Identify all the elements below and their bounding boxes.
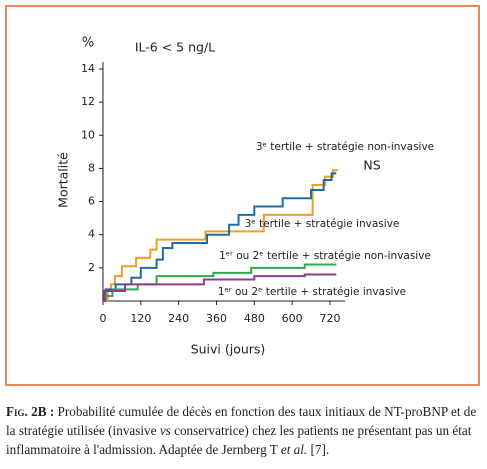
x-tick-label: 240 [168,312,189,325]
significance: NS [363,158,380,173]
annotation: IL-6 < 5 ng/L [135,40,215,55]
caption-italic: et al. [280,442,308,457]
x-tick-label: 0 [100,312,107,325]
y-tick-label: 4 [88,228,95,241]
y-unit: % [82,36,94,51]
series-label: 3ᵉ tertile + stratégie invasive [245,218,400,230]
x-tick-label: 360 [206,312,227,325]
y-tick-label: 12 [81,95,95,108]
survival-curve [103,263,337,302]
survival-curve [103,273,337,302]
survival-curve [103,172,337,302]
y-tick-label: 6 [88,195,95,208]
figure-frame [5,5,480,386]
y-tick-label: 2 [88,261,95,274]
x-tick-label: 480 [244,312,265,325]
caption-label: Fig. 2B : [6,404,55,419]
series-label: 1ᵉʳ ou 2ᵉ tertile + stratégie invasive [218,286,406,298]
caption: Fig. 2B : Probabilité cumulée de décès e… [6,402,482,459]
caption-text: conservatrice) chez les patients ne prés… [6,423,472,457]
x-tick-label: 720 [320,312,341,325]
y-axis-title: Mortalité [56,152,71,208]
caption-text: [7]. [307,442,330,457]
series-label: 3ᵉ tertile + stratégie non-invasive [256,141,434,153]
chart: % IL-6 < 5 ng/L NS Mortalité Suivi (jour… [56,36,435,357]
x-tick-label: 600 [282,312,303,325]
x-axis-title: Suivi (jours) [191,342,266,357]
caption-italic: vs [159,423,171,438]
series-label: 1ᵉʳ ou 2ᵉ tertile + stratégie non-invasi… [219,250,431,262]
y-tick-label: 14 [81,62,95,75]
x-tick-label: 120 [130,312,151,325]
y-tick-label: 10 [81,128,95,141]
y-tick-label: 8 [88,161,95,174]
caption-text: Probabilité cumulée de décès en fonction… [6,404,477,438]
